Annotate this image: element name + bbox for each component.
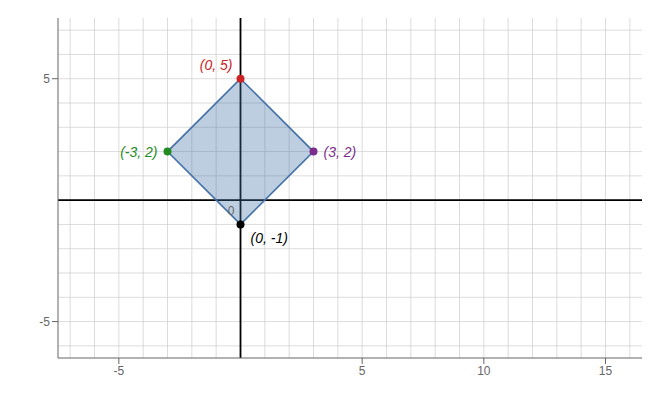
svg-text:5: 5 [359, 364, 366, 378]
svg-text:(-3, 2): (-3, 2) [120, 144, 157, 160]
svg-text:(3, 2): (3, 2) [324, 144, 357, 160]
svg-text:-5: -5 [113, 364, 124, 378]
svg-text:(0, 5): (0, 5) [200, 57, 233, 73]
svg-text:5: 5 [43, 72, 50, 86]
svg-text:10: 10 [477, 364, 491, 378]
svg-text:15: 15 [599, 364, 613, 378]
svg-text:(0, -1): (0, -1) [251, 230, 288, 246]
svg-text:0: 0 [228, 204, 235, 218]
svg-text:-5: -5 [39, 315, 50, 329]
